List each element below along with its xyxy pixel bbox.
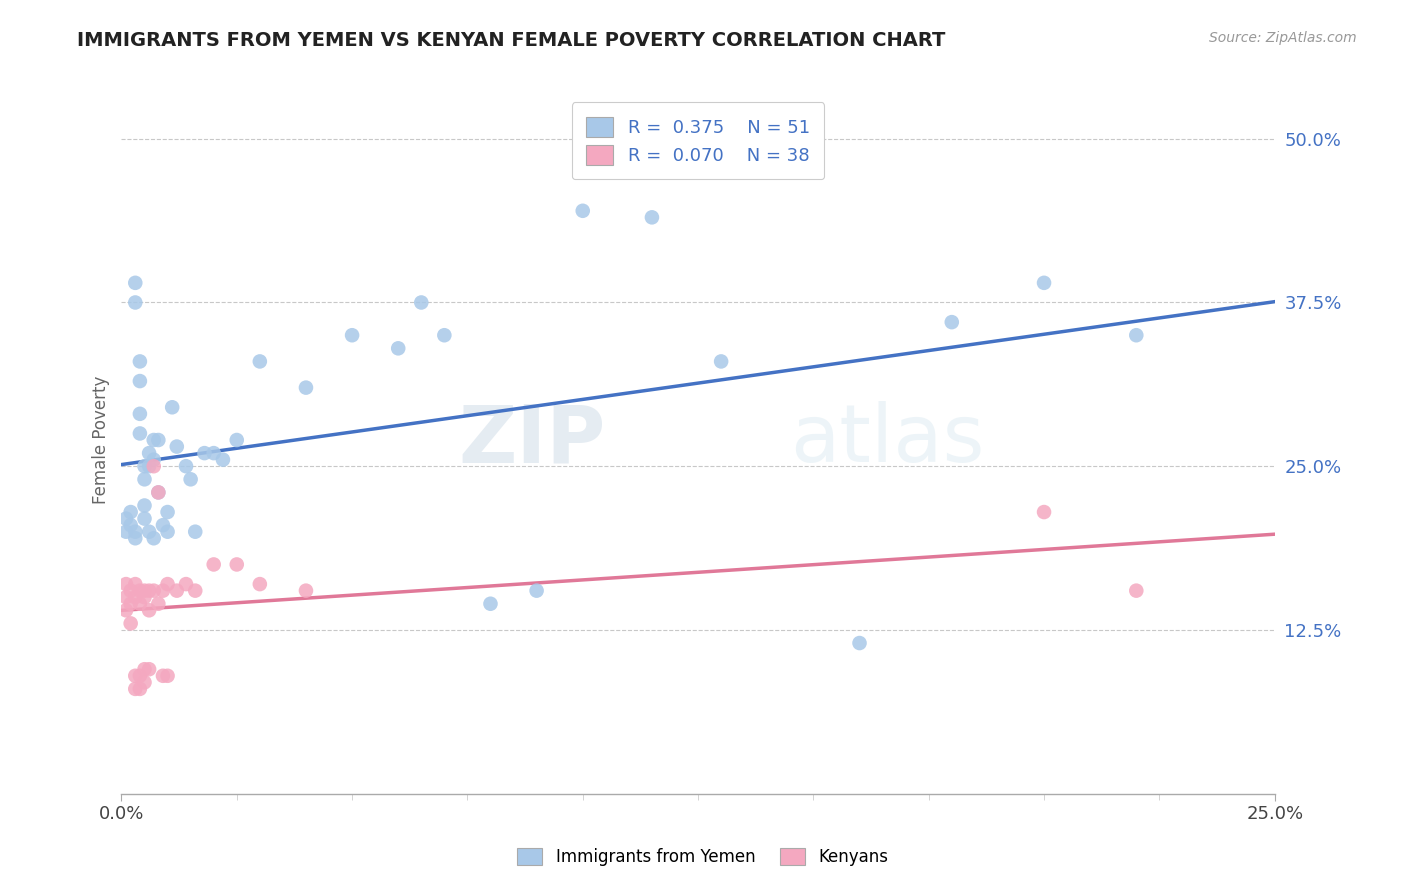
Point — [115, 603, 138, 617]
Point — [1125, 328, 1147, 343]
Point — [202, 558, 225, 572]
Point — [128, 597, 150, 611]
Point — [156, 577, 179, 591]
Point — [128, 669, 150, 683]
Point — [152, 583, 174, 598]
Point — [120, 583, 142, 598]
Point — [212, 452, 235, 467]
Point — [128, 407, 150, 421]
Point — [571, 203, 593, 218]
Point — [128, 354, 150, 368]
Point — [941, 315, 963, 329]
Point — [225, 558, 247, 572]
Point — [340, 328, 363, 343]
Point — [128, 583, 150, 598]
Point — [166, 583, 188, 598]
Point — [152, 669, 174, 683]
Point — [249, 354, 271, 368]
Point — [124, 591, 146, 605]
Point — [134, 511, 156, 525]
Point — [134, 459, 156, 474]
Point — [128, 426, 150, 441]
Text: atlas: atlas — [790, 401, 984, 479]
Point — [120, 505, 142, 519]
Point — [160, 401, 183, 415]
Y-axis label: Female Poverty: Female Poverty — [93, 376, 110, 504]
Point — [124, 577, 146, 591]
Point — [124, 524, 146, 539]
Point — [249, 577, 271, 591]
Point — [710, 354, 733, 368]
Point — [1125, 583, 1147, 598]
Point — [174, 459, 197, 474]
Legend: R =  0.375    N = 51, R =  0.070    N = 38: R = 0.375 N = 51, R = 0.070 N = 38 — [572, 103, 824, 179]
Point — [134, 499, 156, 513]
Point — [148, 597, 170, 611]
Point — [387, 342, 409, 356]
Point — [134, 583, 156, 598]
Point — [1033, 505, 1056, 519]
Point — [120, 597, 142, 611]
Point — [142, 583, 165, 598]
Point — [124, 681, 146, 696]
Point — [193, 446, 215, 460]
Text: Source: ZipAtlas.com: Source: ZipAtlas.com — [1209, 31, 1357, 45]
Point — [120, 616, 142, 631]
Point — [115, 577, 138, 591]
Point — [115, 591, 138, 605]
Point — [138, 459, 160, 474]
Point — [202, 446, 225, 460]
Point — [134, 675, 156, 690]
Point — [124, 669, 146, 683]
Point — [124, 276, 146, 290]
Point — [138, 446, 160, 460]
Point — [148, 485, 170, 500]
Point — [115, 524, 138, 539]
Point — [166, 440, 188, 454]
Point — [156, 669, 179, 683]
Point — [411, 295, 433, 310]
Point — [225, 433, 247, 447]
Point — [1033, 276, 1056, 290]
Point — [184, 583, 207, 598]
Point — [124, 531, 146, 545]
Point — [134, 662, 156, 676]
Point — [184, 524, 207, 539]
Text: ZIP: ZIP — [458, 401, 606, 479]
Point — [138, 662, 160, 676]
Point — [142, 459, 165, 474]
Point — [848, 636, 870, 650]
Point — [128, 681, 150, 696]
Point — [138, 603, 160, 617]
Point — [180, 472, 202, 486]
Point — [124, 295, 146, 310]
Point — [641, 211, 664, 225]
Point — [152, 518, 174, 533]
Point — [134, 472, 156, 486]
Point — [174, 577, 197, 591]
Point — [526, 583, 548, 598]
Point — [142, 531, 165, 545]
Point — [156, 524, 179, 539]
Point — [156, 505, 179, 519]
Point — [142, 452, 165, 467]
Point — [120, 518, 142, 533]
Point — [142, 433, 165, 447]
Point — [134, 591, 156, 605]
Point — [148, 433, 170, 447]
Point — [295, 381, 318, 395]
Point — [148, 485, 170, 500]
Point — [479, 597, 502, 611]
Legend: Immigrants from Yemen, Kenyans: Immigrants from Yemen, Kenyans — [509, 840, 897, 875]
Point — [138, 583, 160, 598]
Point — [115, 511, 138, 525]
Text: IMMIGRANTS FROM YEMEN VS KENYAN FEMALE POVERTY CORRELATION CHART: IMMIGRANTS FROM YEMEN VS KENYAN FEMALE P… — [77, 31, 946, 50]
Point — [128, 374, 150, 388]
Point — [138, 524, 160, 539]
Point — [295, 583, 318, 598]
Point — [433, 328, 456, 343]
